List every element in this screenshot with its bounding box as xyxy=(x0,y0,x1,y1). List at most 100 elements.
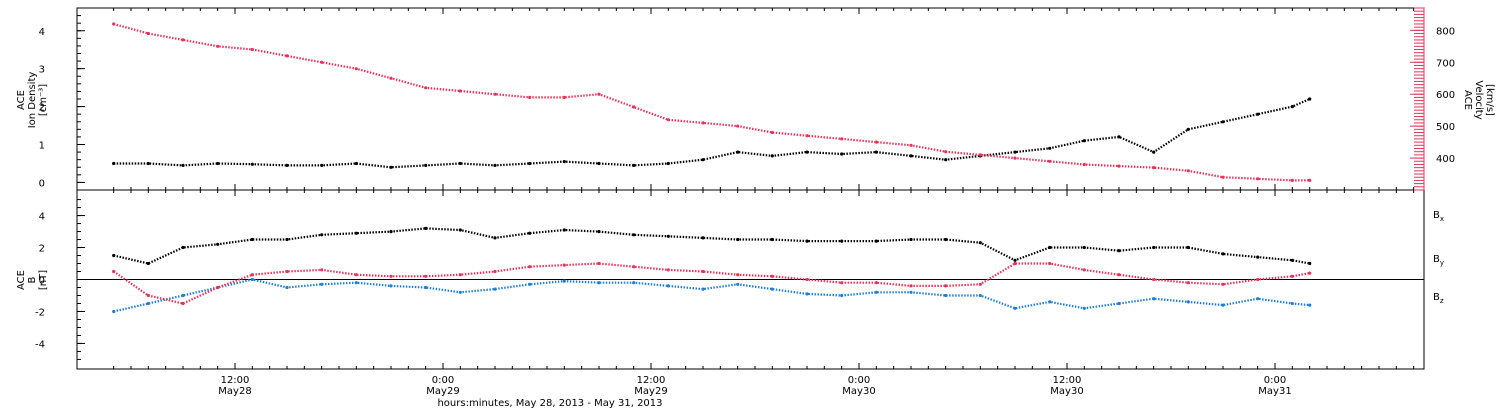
field-bx-point xyxy=(805,239,809,243)
field-bz-point xyxy=(528,265,532,269)
density-point xyxy=(1082,139,1086,143)
velocity-ylabel-line2: Velocity xyxy=(1473,80,1484,119)
field-bx-point xyxy=(1152,245,1156,250)
field-by-point xyxy=(701,287,705,291)
field-y-tick-label: 2 xyxy=(39,244,45,255)
velocity-point xyxy=(1256,177,1260,181)
field-by-point xyxy=(840,293,844,298)
x-tick-label-time: 0:00 xyxy=(1264,375,1286,386)
density-point xyxy=(250,162,254,166)
field-ylabel-line3: [nT] xyxy=(38,270,49,290)
field-by-point xyxy=(978,293,982,298)
x-tick-label-time: 12:00 xyxy=(1053,375,1082,386)
x-tick-label-time: 0:00 xyxy=(848,375,870,386)
field-by-point xyxy=(181,293,185,298)
field-bx-point xyxy=(1308,261,1312,266)
field-bz-point xyxy=(1308,271,1312,275)
field-by-point xyxy=(736,282,740,286)
field-bx-point xyxy=(146,261,150,266)
field-bx-point xyxy=(285,237,289,242)
field-bx-point xyxy=(112,253,116,258)
velocity-y-tick-label: 600 xyxy=(1436,90,1455,101)
field-by-point xyxy=(562,279,566,283)
field-by-point xyxy=(146,301,150,306)
field-bz-point xyxy=(146,293,150,298)
x-axis-caption: hours:minutes, May 28, 2013 - May 31, 20… xyxy=(437,398,662,409)
field-bx-point xyxy=(320,233,324,237)
field-bx-point xyxy=(1013,258,1017,262)
field-bz-point xyxy=(909,284,913,288)
field-bz-point xyxy=(1117,273,1121,277)
velocity-point xyxy=(770,130,774,135)
density-point xyxy=(909,154,913,158)
velocity-point xyxy=(493,92,497,96)
density-point xyxy=(389,165,393,169)
field-bx-point xyxy=(736,237,740,242)
field-by-point xyxy=(493,287,497,291)
density-point xyxy=(112,161,116,166)
density-point xyxy=(424,163,428,167)
velocity-point xyxy=(1117,164,1121,168)
density-point xyxy=(1308,97,1312,101)
field-bz-point xyxy=(978,282,982,286)
density-point xyxy=(528,161,532,166)
velocity-point xyxy=(1221,175,1225,179)
field-bz-point xyxy=(1290,274,1294,278)
field-by-point xyxy=(909,290,913,294)
density-point xyxy=(1117,135,1121,139)
density-point xyxy=(1290,105,1294,109)
velocity-point xyxy=(1048,159,1052,163)
field-bz-point xyxy=(424,274,428,278)
field-bz-point xyxy=(1082,268,1086,272)
field-by-point xyxy=(354,281,358,285)
field-by-point xyxy=(285,285,289,290)
field-bz-point xyxy=(458,273,462,277)
field-bx-point xyxy=(1290,258,1294,262)
field-by-line xyxy=(113,278,1310,313)
field-bx-point xyxy=(181,245,185,250)
field-ylabel-line1: ACE xyxy=(16,270,27,290)
velocity-point xyxy=(1290,178,1294,182)
field-bx-point xyxy=(354,231,358,235)
density-point xyxy=(1221,120,1225,124)
density-y-tick-label: 1 xyxy=(39,141,45,152)
x-tick-label-date: May29 xyxy=(426,386,459,397)
velocity-y-tick-label: 500 xyxy=(1436,122,1455,133)
legend-by-sub: y xyxy=(1440,259,1444,267)
field-by-point xyxy=(666,284,670,288)
x-tick-label-time: 12:00 xyxy=(637,375,666,386)
field-y-tick-label: -4 xyxy=(35,339,45,350)
density-point xyxy=(181,163,185,167)
velocity-point xyxy=(978,153,982,157)
field-bx-point xyxy=(978,241,982,245)
x-tick-label-date: May30 xyxy=(842,386,875,397)
field-by-point xyxy=(1290,301,1294,306)
density-point xyxy=(1152,150,1156,154)
field-bz-point xyxy=(1013,261,1017,266)
field-by-point xyxy=(112,309,116,314)
field-bx-point xyxy=(1117,249,1121,253)
velocity-point xyxy=(354,67,358,71)
legend-bx-sub: x xyxy=(1440,215,1444,223)
velocity-y-tick-label: 400 xyxy=(1436,154,1455,165)
field-by-point xyxy=(389,284,393,288)
density-point xyxy=(736,150,740,154)
field-bx-line xyxy=(113,227,1310,265)
density-point xyxy=(1256,112,1260,116)
density-point xyxy=(701,158,705,162)
field-bz-point xyxy=(562,263,566,267)
field-bz-point xyxy=(216,285,220,290)
field-bx-point xyxy=(1221,252,1225,256)
field-bz-point xyxy=(770,274,774,278)
velocity-point xyxy=(250,47,254,52)
field-by-point xyxy=(1308,303,1312,307)
field-bz-point xyxy=(666,268,670,272)
field-bz-point xyxy=(1186,281,1190,285)
field-by-point xyxy=(1221,303,1225,307)
field-bx-point xyxy=(424,226,428,230)
field-bx-point xyxy=(874,239,878,243)
velocity-point xyxy=(597,92,601,96)
velocity-point xyxy=(458,89,462,93)
velocity-point xyxy=(528,95,532,99)
